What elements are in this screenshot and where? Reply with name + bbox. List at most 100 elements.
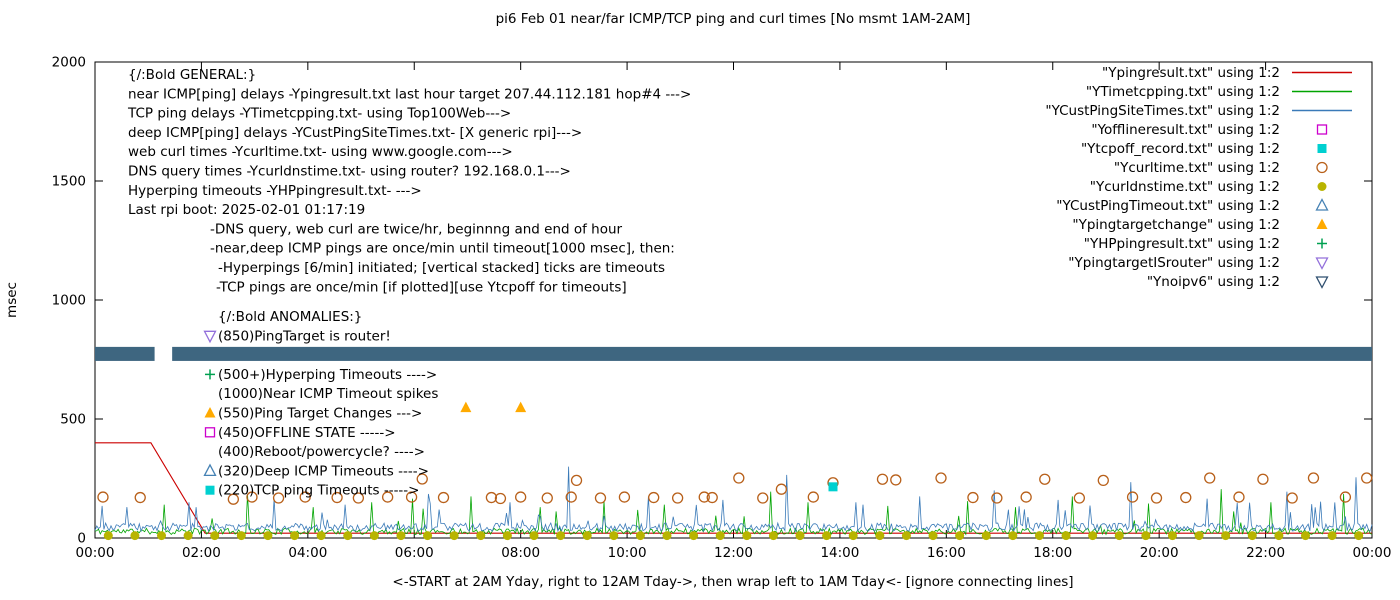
- legend-label: "YCustPingTimeout.txt" using 1:2: [1056, 198, 1280, 214]
- Ycurldnstime-point: [1221, 531, 1231, 541]
- x-tick-label: 06:00: [395, 545, 434, 561]
- Ycurltime-point: [541, 492, 553, 504]
- Ycurldnstime-point: [715, 531, 725, 541]
- annotation-line: TCP ping delays -YTimetcpping.txt- using…: [127, 106, 511, 122]
- Ycurldnstime-point: [1034, 531, 1044, 541]
- Ycurldnstime-point: [742, 531, 752, 541]
- annotation-line: Hyperping timeouts -YHPpingresult.txt- -…: [128, 183, 422, 199]
- Ytcpoff_record-point: [828, 482, 838, 492]
- annotation-line: -DNS query, web curl are twice/hr, begin…: [210, 221, 623, 237]
- Ycurldnstime-point: [689, 531, 699, 541]
- YTimetcpping-line: [94, 489, 1373, 536]
- legend-circle-filled-icon: [1317, 182, 1327, 191]
- annotation-line: (500+)Hyperping Timeouts ---->: [218, 367, 437, 383]
- legend-label: "YTimetcpping.txt" using 1:2: [1086, 84, 1280, 100]
- Ycurldnstime-point: [369, 531, 379, 541]
- annotation-line: (850)PingTarget is router!: [218, 328, 391, 344]
- Ycurltime-point: [1039, 473, 1051, 485]
- Ycurltime-point: [671, 492, 684, 504]
- Ycurltime-point: [134, 491, 146, 504]
- Ycurltime-point: [1180, 491, 1192, 504]
- legend-tri-up-open-icon: [1315, 198, 1329, 211]
- x-tick-label: 14:00: [820, 545, 859, 561]
- Ycurldnstime-point: [290, 531, 300, 541]
- annotation-square-filled-icon: [205, 485, 215, 495]
- annotation-line: (320)Deep ICMP Timeouts ---->: [218, 463, 429, 479]
- legend-square-open-icon: [1316, 124, 1328, 135]
- legend-label: "Ypingresult.txt" using 1:2: [1102, 65, 1280, 81]
- legend-square-filled-icon: [1317, 144, 1327, 153]
- Ycurldnstime-point: [1274, 531, 1284, 541]
- annotation-line: -TCP pings are once/min [if plotted][use…: [216, 279, 627, 295]
- Ycurltime-point: [991, 492, 1003, 504]
- Ycurldnstime-point: [343, 531, 353, 541]
- legend-tri-down-open-icon: [1315, 257, 1329, 270]
- Ycurltime-point: [331, 491, 343, 504]
- Ycurltime-point: [648, 491, 660, 504]
- y-tick-label: 500: [60, 412, 86, 428]
- Ycurldnstime-point: [1300, 531, 1310, 541]
- Ycurldnstime-point: [1008, 531, 1018, 541]
- legend-tri-down-open-icon: [1315, 276, 1329, 289]
- Ycurltime-point: [698, 491, 710, 503]
- Ynoipv6-band: [172, 346, 1372, 361]
- x-tick-label: 20:00: [1140, 545, 1179, 561]
- Ycurltime-point: [1126, 491, 1139, 503]
- Ycurldnstime-point: [183, 531, 193, 541]
- legend-label: "Ycurltime.txt" using 1:2: [1114, 160, 1280, 176]
- Ycurltime-point: [1073, 492, 1086, 504]
- YCustPingSiteTimes-line: [94, 466, 1373, 533]
- Ycurltime-point: [1286, 492, 1298, 504]
- y-tick-label: 0: [77, 531, 86, 547]
- legend-label: "YCustPingSiteTimes.txt" using 1:2: [1045, 103, 1280, 119]
- x-tick-label: 04:00: [288, 545, 327, 561]
- Ycurldnstime-point: [901, 531, 911, 541]
- legend-label: "Ytcpoff_record.txt" using 1:2: [1081, 141, 1280, 157]
- Ycurldnstime-point: [582, 531, 592, 541]
- Ycurldnstime-point: [875, 531, 885, 541]
- Ycurltime-point: [1020, 491, 1032, 503]
- Ycurldnstime-point: [795, 531, 805, 541]
- Ycurldnstime-point: [662, 531, 672, 541]
- Ycurldnstime-point: [529, 531, 539, 541]
- Ycurltime-point: [570, 474, 583, 487]
- x-tick-label: 18:00: [1033, 545, 1072, 561]
- annotation-line: deep ICMP[ping] delays -YCustPingSiteTim…: [128, 125, 582, 141]
- Ycurldnstime-point: [1141, 531, 1151, 541]
- Ycurltime-point: [1097, 474, 1109, 487]
- annotation-line: (400)Reboot/powercycle? ---->: [218, 444, 425, 460]
- legend-label: "Ynoipv6" using 1:2: [1147, 274, 1280, 290]
- annotation-line: (220)TCP ping Timeouts ----->: [218, 483, 420, 499]
- annotation-tri-up-open-icon: [203, 463, 217, 477]
- Ycurldnstime-point: [476, 531, 486, 541]
- Ycurldnstime-point: [1354, 531, 1364, 541]
- Ycurldnstime-point: [556, 531, 566, 541]
- Ycurltime-point: [405, 491, 418, 503]
- Ycurltime-point: [935, 472, 947, 484]
- Ycurltime-point: [807, 491, 819, 503]
- plot-generated-content: 0 500 1000 1500 2000 00:00 02:00 04:00 06:00 08:0…: [52, 55, 1392, 562]
- x-tick-label: 10:00: [608, 545, 647, 561]
- Ycurltime-point: [416, 473, 428, 485]
- Ycurldnstime-point: [1194, 531, 1204, 541]
- Ycurldnstime-point: [1327, 531, 1337, 541]
- legend-label: "YpingtargetISrouter" using 1:2: [1068, 255, 1280, 271]
- annotation-line: -near,deep ICMP pings are once/min until…: [210, 241, 675, 257]
- legend-label: "Ypingtargetchange" using 1:2: [1072, 217, 1280, 233]
- legend-label: "Yofflineresult.txt" using 1:2: [1091, 122, 1280, 138]
- Ycurltime-point: [97, 491, 109, 503]
- annotation-line: {/:Bold ANOMALIES:}: [218, 309, 362, 325]
- annotation-line: (1000)Near ICMP Timeout spikes: [218, 386, 438, 402]
- Ycurldnstime-point: [981, 531, 991, 541]
- annotation-line: Last rpi boot: 2025-02-01 01:17:19: [128, 202, 365, 218]
- Ycurltime-point: [1150, 492, 1163, 504]
- x-tick-label: 08:00: [501, 545, 540, 561]
- Ycurldnstime-point: [316, 531, 326, 541]
- x-tick-label: 00:00: [76, 545, 115, 561]
- annotation-line: {/:Bold GENERAL:}: [128, 67, 256, 83]
- Ypingtargetchange-point: [460, 401, 472, 413]
- Ycurldnstime-point: [848, 531, 858, 541]
- Ycurltime-point: [757, 492, 769, 504]
- Ycurldnstime-point: [635, 531, 645, 541]
